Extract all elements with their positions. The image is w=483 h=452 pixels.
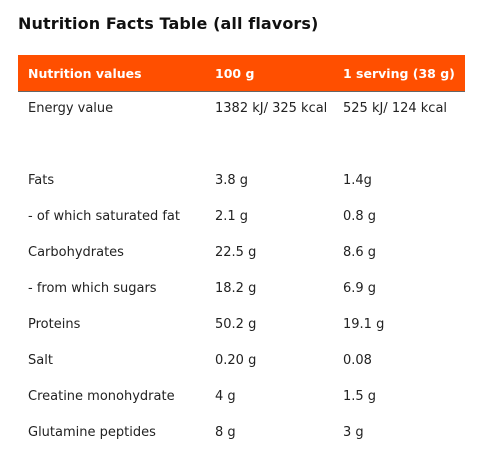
- table-row: - from which sugars 18.2 g 6.9 g: [18, 272, 465, 308]
- table-row: Salt 0.20 g 0.08: [18, 344, 465, 380]
- table-row: Fats 3.8 g 1.4g: [18, 164, 465, 200]
- value-per-100g: 8 g: [215, 424, 236, 440]
- table-row: Energy value 1382 kJ/ 325 kcal 525 kJ/ 1…: [18, 91, 465, 164]
- header-per-100g: 100 g: [215, 65, 255, 81]
- value-per-100g: 4 g: [215, 388, 236, 404]
- table-row: Glutamine peptides 8 g 3 g: [18, 416, 465, 452]
- value-per-100g: 0.20 g: [215, 352, 257, 368]
- header-per-serving: 1 serving (38 g): [343, 65, 455, 81]
- nutrient-name: Proteins: [28, 316, 81, 332]
- value-per-serving: 3 g: [343, 424, 364, 440]
- value-per-serving: 19.1 g: [343, 316, 385, 332]
- page-title: Nutrition Facts Table (all flavors): [18, 14, 319, 33]
- value-per-100g: 50.2 g: [215, 316, 257, 332]
- nutrient-name: Energy value: [18, 91, 205, 164]
- value-per-serving: 525 kJ/ 124 kcal: [333, 91, 465, 164]
- value-per-100g: 22.5 g: [215, 244, 257, 260]
- value-per-100g: 18.2 g: [215, 280, 257, 296]
- value-per-serving: 1.4g: [343, 172, 372, 188]
- value-per-serving: 0.08: [343, 352, 372, 368]
- value-per-serving: 1.5 g: [343, 388, 377, 404]
- value-per-100g: 3.8 g: [215, 172, 249, 188]
- value-per-serving: 0.8 g: [343, 208, 377, 224]
- nutrient-name: Glutamine peptides: [28, 424, 156, 440]
- header-nutrition-values: Nutrition values: [28, 65, 142, 81]
- nutrition-table: Nutrition values 100 g 1 serving (38 g) …: [18, 55, 465, 452]
- value-per-100g: 1382 kJ/ 325 kcal: [205, 91, 333, 164]
- value-per-100g: 2.1 g: [215, 208, 249, 224]
- table-row: Carbohydrates 22.5 g 8.6 g: [18, 236, 465, 272]
- nutrient-name: Carbohydrates: [28, 244, 124, 260]
- nutrient-name: Fats: [28, 172, 55, 188]
- nutrient-name: - from which sugars: [28, 280, 157, 296]
- table-row: Proteins 50.2 g 19.1 g: [18, 308, 465, 344]
- value-per-serving: 8.6 g: [343, 244, 377, 260]
- nutrient-name: Salt: [28, 352, 53, 368]
- nutrient-name: - of which saturated fat: [28, 208, 180, 224]
- nutrient-name: Creatine monohydrate: [28, 388, 175, 404]
- table-row: - of which saturated fat 2.1 g 0.8 g: [18, 200, 465, 236]
- table-header-row: Nutrition values 100 g 1 serving (38 g): [18, 55, 465, 92]
- value-per-serving: 6.9 g: [343, 280, 377, 296]
- table-row: Creatine monohydrate 4 g 1.5 g: [18, 380, 465, 416]
